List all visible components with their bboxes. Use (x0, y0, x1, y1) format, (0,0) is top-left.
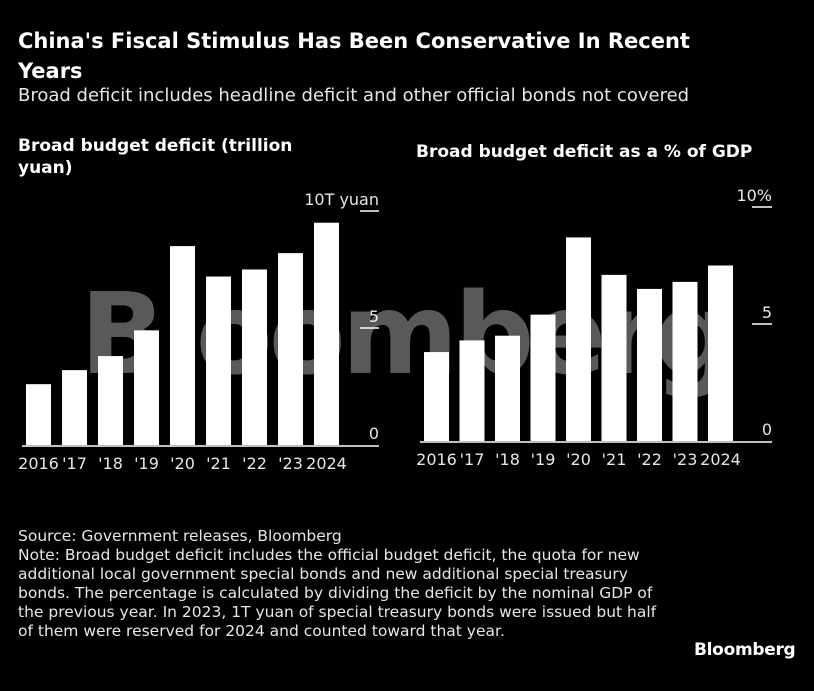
c2-xtick-2: '18 (495, 450, 520, 469)
c1-bar-7 (278, 253, 303, 445)
c2-xtick-1: '17 (460, 450, 485, 469)
c2-bar-0 (424, 352, 449, 441)
c2-xtick-0: 2016 (416, 450, 457, 469)
c2-bar-4 (566, 237, 591, 441)
c1-bar-5 (206, 276, 231, 445)
c1-bar-8 (314, 222, 339, 445)
c2-bar-7 (672, 281, 698, 441)
c1-bar-1 (62, 370, 87, 445)
c1-xtick-3: '19 (134, 454, 159, 473)
chart-deficit-gdp: 2016'17 '18 '19 '20 '21 '22 '23 2024 0 5 10% (416, 186, 772, 469)
c2-bar-6 (637, 288, 662, 441)
c1-xtick-8: 2024 (306, 454, 347, 473)
c2-xtick-7: '23 (673, 450, 698, 469)
c2-bar-8 (708, 265, 733, 441)
c1-ytick-label-2: 10T yuan (304, 190, 379, 209)
c2-xtick-6: '22 (637, 450, 662, 469)
bloomberg-logo: Bloomberg (694, 640, 796, 660)
c1-bar-2 (98, 356, 123, 445)
chart-deficit-yuan: 2016'17 '18 '19 '20 '21 '22 '23 2024 0 5 10T yuan (18, 190, 379, 473)
c1-xtick-0: 2016 (18, 454, 59, 473)
c1-xtick-7: '23 (278, 454, 303, 473)
c2-ytick-label-0: 0 (762, 420, 772, 439)
c1-bar-4 (170, 246, 195, 445)
c2-bar-3 (530, 314, 556, 441)
chart-title-deficit-yuan: Broad budget deficit (trillion yuan) (18, 136, 293, 178)
c2-xtick-3: '19 (531, 450, 556, 469)
c1-ytick-label-1: 5 (369, 307, 379, 326)
c1-bar-0 (26, 384, 51, 445)
page-title: China's Fiscal Stimulus Has Been Conserv… (18, 29, 690, 83)
c2-bar-5 (601, 274, 627, 441)
c2-xtick-8: 2024 (700, 450, 741, 469)
c1-ytick-label-0: 0 (369, 424, 379, 443)
c2-bar-2 (495, 335, 520, 441)
c1-bar-3 (134, 330, 159, 445)
chart-title-deficit-gdp: Broad budget deficit as a % of GDP (416, 142, 753, 162)
c1-xtick-2: '18 (98, 454, 123, 473)
source-text: Source: Government releases, Bloomberg (18, 527, 342, 545)
c2-bar-1 (459, 340, 485, 441)
c1-xtick-6: '22 (242, 454, 267, 473)
c2-xtick-5: '21 (602, 450, 627, 469)
c2-ytick-label-2: 10% (736, 186, 772, 205)
c1-bar-6 (242, 269, 267, 445)
c1-xtick-1: '17 (62, 454, 87, 473)
note-text: Note: Broad budget deficit includes the … (18, 546, 657, 640)
c2-xtick-4: '20 (566, 450, 591, 469)
c2-ytick-label-1: 5 (762, 303, 772, 322)
page-subtitle: Broad deficit includes headline deficit … (18, 85, 690, 106)
c1-xtick-5: '21 (206, 454, 231, 473)
c1-xtick-4: '20 (170, 454, 195, 473)
